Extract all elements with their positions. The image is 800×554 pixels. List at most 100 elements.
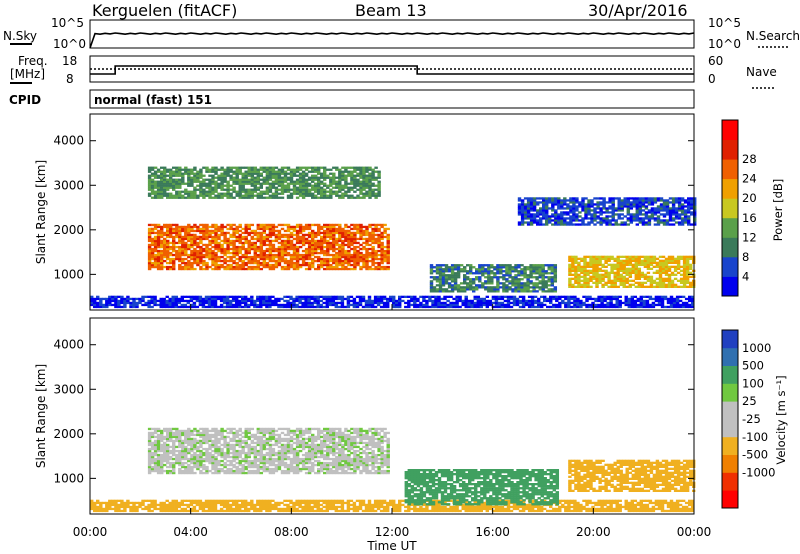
heatmap-cell: [332, 245, 336, 249]
heatmap-cell: [583, 283, 587, 286]
heatmap-cell: [425, 299, 429, 303]
heatmap-cell: [286, 263, 291, 267]
heatmap-cell: [438, 284, 443, 287]
heatmap-cell: [323, 257, 327, 261]
heatmap-cell: [329, 263, 333, 267]
nsearch-tick-bottom: 10^0: [708, 37, 741, 51]
heatmap-cell: [610, 255, 614, 258]
heatmap-cell: [223, 253, 227, 257]
heatmap-cell: [577, 269, 581, 272]
heatmap-cell: [584, 197, 588, 200]
heatmap-cell: [259, 243, 264, 247]
heatmap-cell: [289, 261, 294, 265]
heatmap-cell: [545, 201, 549, 204]
heatmap-cell: [262, 170, 267, 173]
heatmap-cell: [461, 301, 465, 305]
heatmap-cell: [347, 267, 351, 271]
heatmap-cell: [329, 235, 333, 239]
heatmap-cell: [317, 247, 321, 251]
heatmap-cell: [241, 259, 245, 263]
heatmap-cell: [329, 259, 333, 263]
heatmap-cell: [568, 277, 572, 280]
heatmap-cell: [268, 170, 273, 173]
heatmap-cell: [359, 267, 363, 271]
heatmap-cell: [595, 283, 599, 286]
heatmap-cell: [665, 213, 670, 216]
heatmap-cell: [153, 186, 158, 189]
heatmap-cell: [226, 174, 230, 177]
heatmap-cell: [295, 174, 300, 177]
heatmap-cell: [326, 257, 330, 261]
heatmap-cell: [256, 180, 261, 183]
heatmap-cell: [624, 299, 628, 303]
heatmap-cell: [629, 205, 634, 208]
heatmap-cell: [304, 241, 309, 245]
heatmap-cell: [368, 223, 372, 227]
power-heatmap: [90, 166, 697, 309]
heatmap-cell: [156, 168, 161, 171]
heatmap-cell: [380, 235, 384, 239]
heatmap-cell: [545, 199, 549, 202]
heatmap-cell: [171, 305, 175, 309]
heatmap-cell: [193, 172, 197, 175]
heatmap-cell: [326, 168, 330, 171]
heatmap-cell: [671, 213, 676, 216]
heatmap-cell: [429, 268, 434, 271]
heatmap-cell: [160, 249, 164, 253]
heatmap-cell: [304, 239, 309, 243]
heatmap-cell: [505, 266, 509, 269]
heatmap-cell: [250, 194, 255, 197]
heatmap-cell: [175, 186, 179, 189]
heatmap-cell: [235, 251, 239, 255]
heatmap-cell: [268, 174, 273, 177]
heatmap-cell: [356, 166, 360, 169]
heatmap-cell: [172, 239, 176, 243]
heatmap-cell: [347, 241, 351, 245]
heatmap-cell: [310, 303, 314, 307]
heatmap-cell: [416, 305, 420, 309]
heatmap-cell: [344, 178, 348, 181]
heatmap-cell: [377, 182, 381, 185]
heatmap-cell: [374, 178, 378, 181]
heatmap-cell: [156, 267, 161, 271]
heatmap-cell: [529, 286, 533, 289]
heatmap-cell: [166, 196, 170, 199]
heatmap-cell: [175, 178, 179, 181]
heatmap-cell: [199, 251, 203, 255]
heatmap-cell: [216, 295, 221, 298]
heatmap-cell: [557, 215, 561, 218]
heatmap-cell: [295, 303, 299, 307]
heatmap-cell: [314, 223, 318, 227]
heatmap-cell: [592, 267, 596, 270]
heatmap-cell: [226, 192, 230, 195]
heatmap-cell: [329, 182, 333, 185]
heatmap-cell: [268, 166, 273, 169]
heatmap-cell: [511, 270, 515, 273]
heatmap-cell: [597, 295, 601, 298]
heatmap-cell: [232, 196, 236, 199]
heatmap-cell: [398, 297, 402, 301]
heatmap-cell: [277, 196, 282, 199]
heatmap-cell: [184, 172, 188, 175]
heatmap-cell: [509, 297, 514, 301]
heatmap-cell: [661, 277, 666, 280]
heatmap-cell: [196, 229, 200, 233]
heatmap-cell: [214, 194, 218, 197]
heatmap-cell: [301, 297, 305, 301]
heatmap-cell: [331, 303, 336, 307]
heatmap-cell: [175, 255, 179, 259]
heatmap-cell: [535, 276, 539, 279]
heatmap-cell: [526, 197, 531, 200]
heatmap-cell: [163, 255, 167, 259]
heatmap-cell: [514, 284, 518, 287]
heatmap-cell: [656, 199, 661, 202]
heatmap-cell: [241, 265, 245, 269]
heatmap-cell: [628, 279, 633, 282]
heatmap-cell: [232, 255, 236, 259]
heatmap-cell: [289, 227, 294, 231]
heatmap-cell: [190, 249, 194, 253]
heatmap-cell: [678, 295, 683, 298]
heatmap-cell: [658, 277, 663, 280]
heatmap-cell: [469, 288, 473, 291]
heatmap-cell: [629, 197, 634, 200]
